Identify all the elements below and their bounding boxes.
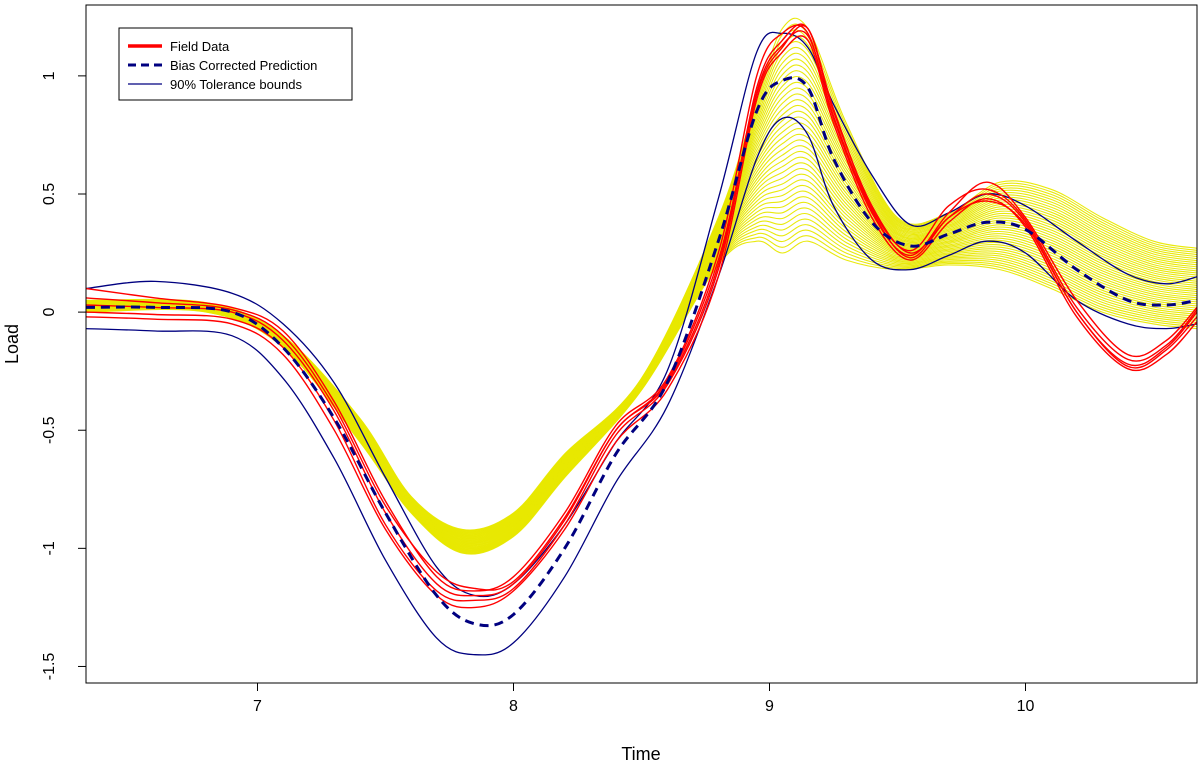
simulation-line: [86, 64, 1197, 536]
x-tick-label: 8: [509, 698, 518, 715]
simulation-line: [86, 75, 1197, 537]
simulation-line: [86, 29, 1197, 532]
field-data-line: [86, 23, 1197, 597]
x-tick-label: 9: [765, 698, 774, 715]
plot-area-frame: [85, 4, 1198, 684]
y-tick-label: -1.5: [41, 653, 58, 681]
simulation-line: [86, 41, 1197, 534]
legend: Field Data Bias Corrected Prediction 90%…: [118, 27, 353, 101]
simulation-line: [86, 47, 1197, 534]
simulation-line: [86, 229, 1197, 554]
simulation-line: [86, 70, 1197, 537]
prediction-line: [86, 76, 1197, 628]
y-tick-label: -0.5: [41, 416, 58, 444]
field-data-line: [86, 24, 1197, 592]
y-axis: -1.5 -1 -0.5 0 0.5 1: [41, 71, 86, 680]
simulation-line: [86, 52, 1197, 535]
field-data-line: [86, 35, 1197, 609]
simulation-line: [86, 81, 1197, 538]
field-data-line: [86, 25, 1197, 591]
y-tick-label: 0: [41, 308, 58, 317]
tolerance-bound-line: [86, 31, 1197, 598]
x-tick-label: 10: [1017, 698, 1035, 715]
x-axis-title: Time: [621, 744, 660, 764]
simulation-line: [86, 235, 1197, 554]
y-tick-label: 0.5: [41, 183, 58, 205]
y-tick-label: 1: [41, 71, 58, 80]
simulation-line: [86, 240, 1197, 555]
legend-label-bias-corrected-prediction: Bias Corrected Prediction: [170, 58, 317, 73]
simulation-line: [86, 116, 1197, 542]
field-data-line: [86, 30, 1197, 602]
y-axis-title: Load: [2, 324, 22, 364]
series-lines: [86, 23, 1197, 656]
x-axis: 7 8 9 10: [253, 683, 1034, 715]
legend-label-field-data: Field Data: [170, 39, 230, 54]
simulation-line: [86, 35, 1197, 533]
y-tick-label: -1: [41, 541, 58, 555]
legend-label-tolerance-bounds: 90% Tolerance bounds: [170, 77, 303, 92]
x-tick-label: 7: [253, 698, 262, 715]
simulation-line: [86, 17, 1197, 531]
simulation-line: [86, 58, 1197, 535]
